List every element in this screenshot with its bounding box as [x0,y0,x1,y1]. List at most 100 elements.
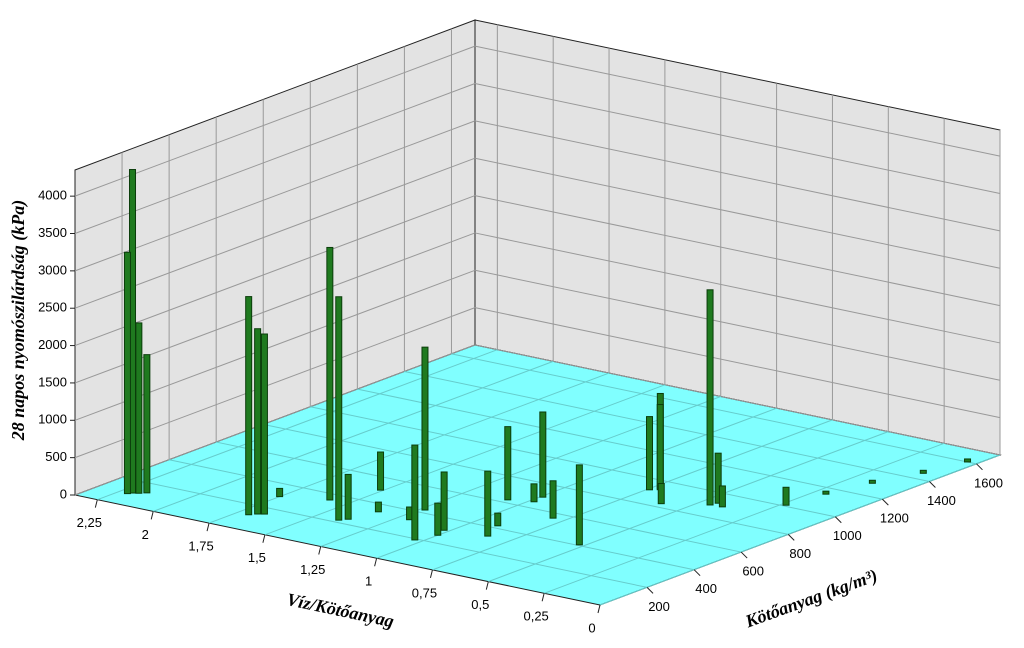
z-tick-label: 0 [60,486,67,501]
x-tick-label: 0 [588,620,595,635]
bar [494,512,502,527]
tick-mark [206,522,210,532]
bar [718,485,726,508]
tick-mark [976,463,983,471]
grid-line [74,45,476,197]
tick-mark [262,534,266,543]
grid-line [74,83,476,234]
tick-mark [693,569,701,577]
grid-line [74,195,476,347]
z-tick-label: 2000 [38,337,67,352]
bar [782,486,790,506]
grid-line [432,419,833,571]
z-tick-label: 3000 [38,262,67,277]
bar [530,483,538,503]
grid-line [357,388,883,500]
grid-line [474,232,1001,344]
tick-mark [787,534,795,541]
bar [434,502,442,536]
bar [706,289,714,506]
bar [868,479,876,484]
bar [411,444,419,541]
bar [646,416,654,491]
grid-line [320,396,721,547]
grid-line [488,431,889,583]
x-tick-label: 0,5 [471,597,489,612]
y-tick-label: 1600 [974,475,1003,490]
grid-line [474,157,1001,269]
tick-mark [429,569,433,579]
tick-mark [597,604,601,614]
tick-mark [318,546,322,555]
grid-line [474,45,1001,157]
bar [421,346,429,511]
grid-line [263,423,789,535]
bar [822,490,830,495]
grid-line [474,83,1001,194]
bar [504,426,512,501]
tick-mark [94,499,98,508]
grid-line [474,120,1001,232]
tick-mark [646,586,654,594]
grid-line [451,353,977,465]
tick-mark [150,511,154,520]
bar [374,501,382,513]
bar [964,458,972,463]
bar [484,470,492,537]
z-axis-title: 28 napos nyomószilárdság (kPa) [8,200,29,442]
x-tick-label: 2 [142,527,149,542]
bar [245,296,253,516]
x-tick-label: 2,25 [77,515,102,530]
x-tick-label: 1,5 [248,550,266,565]
tick-mark [541,593,545,602]
y-tick-label: 1000 [833,528,862,543]
y-tick-label: 600 [742,563,764,578]
bar [656,404,664,491]
grid-line [208,372,610,524]
z-tick-label: 2500 [38,300,67,315]
tick-mark [374,558,378,567]
z-tick-label: 3500 [38,225,67,240]
tick-mark [929,481,936,488]
grid-line [153,360,554,512]
bar [919,469,927,474]
grid-line [599,454,1001,606]
bar [657,483,665,505]
y-tick-label: 200 [648,599,670,614]
bar [326,246,334,501]
z-tick-label: 4000 [38,188,67,203]
tick-mark [740,551,748,559]
bar [714,452,722,504]
bar [143,354,151,494]
x-axis-title: Víz/Kötőanyag [285,589,396,631]
bar [135,322,143,494]
grid-line [74,157,476,309]
bar [549,480,557,519]
grid-line [474,195,1001,307]
grid-line [264,384,666,536]
z-tick-label: 1000 [38,412,67,427]
bar [254,328,262,515]
grid-line [543,442,945,594]
bar [575,464,583,546]
grid-line [404,370,930,482]
z-tick-label: 1500 [38,374,67,389]
bar [123,251,131,495]
bar [276,487,284,498]
grid-line [97,349,498,501]
grid-line [474,307,1001,419]
bar [377,451,385,491]
grid-line [474,344,1001,456]
bar [539,411,547,498]
grid-line [310,406,836,518]
bar [335,296,343,521]
z-tick-label: 500 [45,449,67,464]
grid-line [474,269,1001,381]
bar [344,473,352,520]
grid-line [121,476,648,588]
x-tick-label: 0,25 [523,609,548,624]
y-tick-label: 400 [695,581,717,596]
y-tick-label: 800 [789,546,811,561]
y-tick-label: 1400 [927,493,956,508]
